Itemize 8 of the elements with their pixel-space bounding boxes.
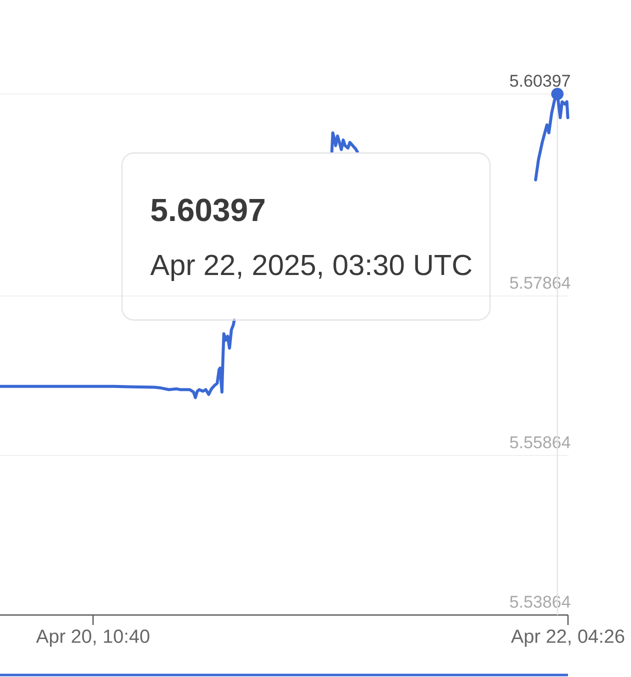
y-tick-label: 5.53864 <box>510 596 570 608</box>
y-tick-label: 5.57864 <box>510 276 570 289</box>
annotation: Apr 22, 2025, 03:30 UTC <box>150 254 472 282</box>
x-tick-label: Apr 22, 04:26 <box>510 630 624 647</box>
x-tick-label: Apr 20, 10:40 <box>36 630 150 647</box>
annotation: 5.60397 <box>151 198 264 222</box>
y-tick-label: 5.55864 <box>510 436 570 448</box>
y-tick-label: 5.60397 <box>510 74 570 87</box>
